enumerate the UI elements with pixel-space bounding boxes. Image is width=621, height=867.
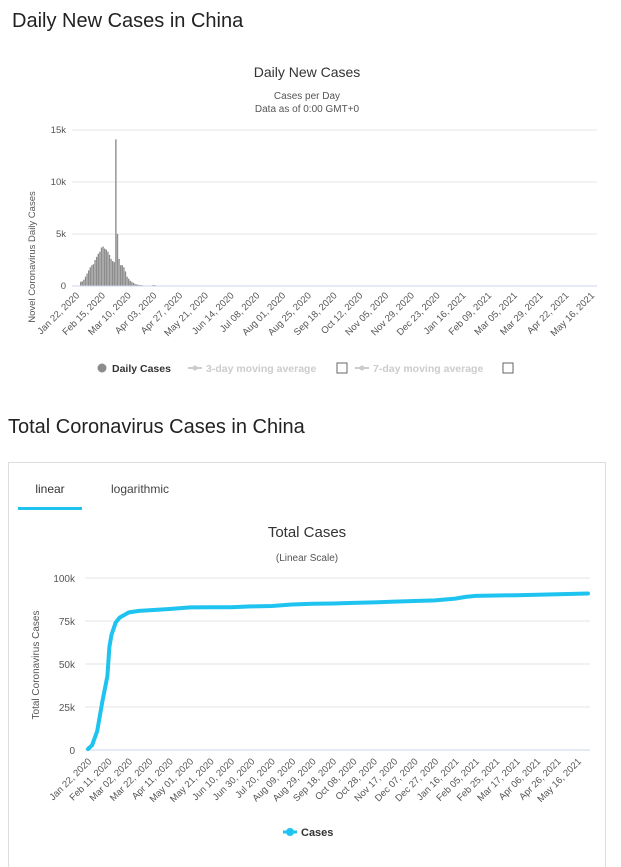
series-line-cases: [86, 591, 590, 751]
bar: [107, 251, 109, 286]
daily-cases-chart: Daily New Cases Cases per Day Data as of…: [27, 64, 597, 375]
bar: [126, 276, 128, 286]
y-tick-label: 25k: [59, 703, 76, 714]
bar: [94, 260, 96, 286]
legend-marker-7-day-dot: [359, 365, 365, 371]
y-axis-label: Novel Coronavirus Daily Cases: [27, 191, 38, 323]
bar: [134, 283, 136, 286]
bar: [100, 247, 103, 286]
bar: [83, 279, 85, 286]
bar: [84, 276, 87, 286]
legend-marker-daily-cases: [97, 363, 107, 373]
bar: [80, 281, 82, 286]
legend-marker-3-day-dot: [192, 365, 198, 371]
y-axis-ticks: 0 25k 50k 75k 100k: [53, 574, 76, 757]
y-tick-label: 15k: [51, 125, 67, 136]
bar: [102, 246, 104, 286]
bar: [131, 281, 133, 286]
bar: [96, 256, 98, 286]
chart-title: Total Cases: [268, 524, 346, 541]
bar: [116, 234, 119, 286]
y-tick-label: 50k: [59, 660, 76, 671]
bar: [123, 267, 125, 286]
y-tick-label: 0: [69, 746, 75, 757]
legend-checkbox-3-day[interactable]: [336, 362, 348, 374]
bar: [110, 258, 112, 286]
bar: [92, 264, 95, 286]
total-cases-panel: [8, 462, 606, 867]
bar: [99, 251, 101, 286]
bar: [81, 281, 83, 286]
bar: [121, 265, 123, 286]
y-tick-label: 75k: [59, 617, 76, 628]
bar: [112, 261, 114, 286]
bar: [137, 284, 139, 286]
bar: [136, 284, 138, 286]
legend-item-7-day-average[interactable]: 7-day moving average: [355, 362, 514, 375]
bar: [91, 265, 93, 286]
bar: [139, 284, 141, 286]
daily-cases-section-title: Daily New Cases in China: [12, 10, 244, 32]
bar: [88, 270, 90, 286]
legend-marker-cases-dot: [286, 828, 294, 836]
legend-checkbox-7-day[interactable]: [502, 362, 514, 374]
chart-subtitle-line2: Data as of 0:00 GMT+0: [255, 104, 360, 115]
bar: [86, 273, 88, 286]
y-tick-label: 5k: [56, 229, 66, 240]
bar: [113, 262, 115, 286]
bar: [120, 265, 122, 286]
bar: [105, 249, 107, 286]
legend-label-cases: Cases: [301, 827, 333, 839]
legend-item-3-day-average[interactable]: 3-day moving average: [188, 362, 348, 375]
bar: [129, 280, 131, 286]
bar: [124, 271, 127, 286]
bars: [80, 139, 176, 286]
bar: [132, 282, 135, 286]
bar: [118, 258, 120, 286]
bar: [108, 254, 111, 286]
total-cases-chart: Total Cases (Linear Scale) 0 25k 50k 75k 100…: [31, 524, 590, 839]
legend-item-cases[interactable]: Cases: [283, 827, 333, 839]
bar: [115, 139, 117, 286]
y-tick-label: 0: [61, 281, 66, 292]
bar: [128, 278, 130, 286]
tab-logarithmic[interactable]: logarithmic: [110, 482, 170, 496]
legend-item-daily-cases[interactable]: Daily Cases: [97, 363, 172, 375]
chart-subtitle-line1: Cases per Day: [274, 91, 340, 102]
tab-linear[interactable]: linear: [18, 477, 82, 510]
legend: Daily Cases 3-day moving average 7-day m…: [97, 362, 514, 375]
y-tick-label: 10k: [51, 177, 67, 188]
bar: [153, 284, 155, 286]
y-axis-ticks: 0 5k 10k 15k: [51, 125, 67, 292]
bar: [89, 267, 91, 286]
total-cases-section-title: Total Coronavirus Cases in China: [8, 416, 305, 438]
chart-subtitle: (Linear Scale): [276, 553, 338, 564]
legend-label-3-day-average: 3-day moving average: [206, 363, 316, 375]
legend-label-daily-cases: Daily Cases: [112, 363, 171, 375]
bar: [97, 253, 99, 286]
bar: [104, 248, 106, 286]
gridlines: [72, 129, 597, 287]
chart-title: Daily New Cases: [254, 64, 361, 80]
legend: Cases: [283, 827, 333, 839]
y-tick-label: 100k: [53, 574, 76, 585]
legend-label-7-day-average: 7-day moving average: [373, 363, 483, 375]
y-axis-label: Total Coronavirus Cases: [31, 611, 42, 720]
